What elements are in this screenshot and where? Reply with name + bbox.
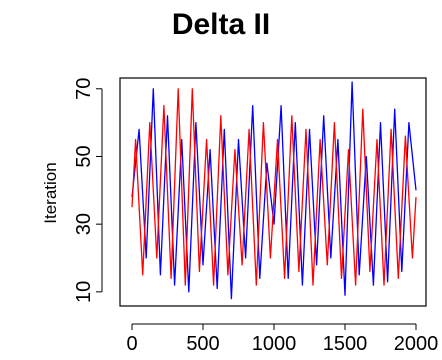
x-axis: 0 500 1000 1500 2000 xyxy=(126,324,438,355)
x-tick-label: 500 xyxy=(186,333,219,355)
y-axis: 10 30 50 70 xyxy=(73,78,102,303)
x-tick-label: 2000 xyxy=(394,333,439,355)
y-tick-label: 70 xyxy=(73,78,95,100)
x-tick-label: 0 xyxy=(126,333,137,355)
series-layer xyxy=(132,82,416,299)
y-tick-label: 10 xyxy=(73,281,95,303)
x-tick-label: 1000 xyxy=(252,333,297,355)
y-axis-label: Iteration xyxy=(41,162,60,223)
x-tick-label: 1500 xyxy=(323,333,368,355)
y-tick-label: 50 xyxy=(73,145,95,167)
y-tick-label: 30 xyxy=(73,213,95,235)
series-line-2 xyxy=(132,89,416,285)
